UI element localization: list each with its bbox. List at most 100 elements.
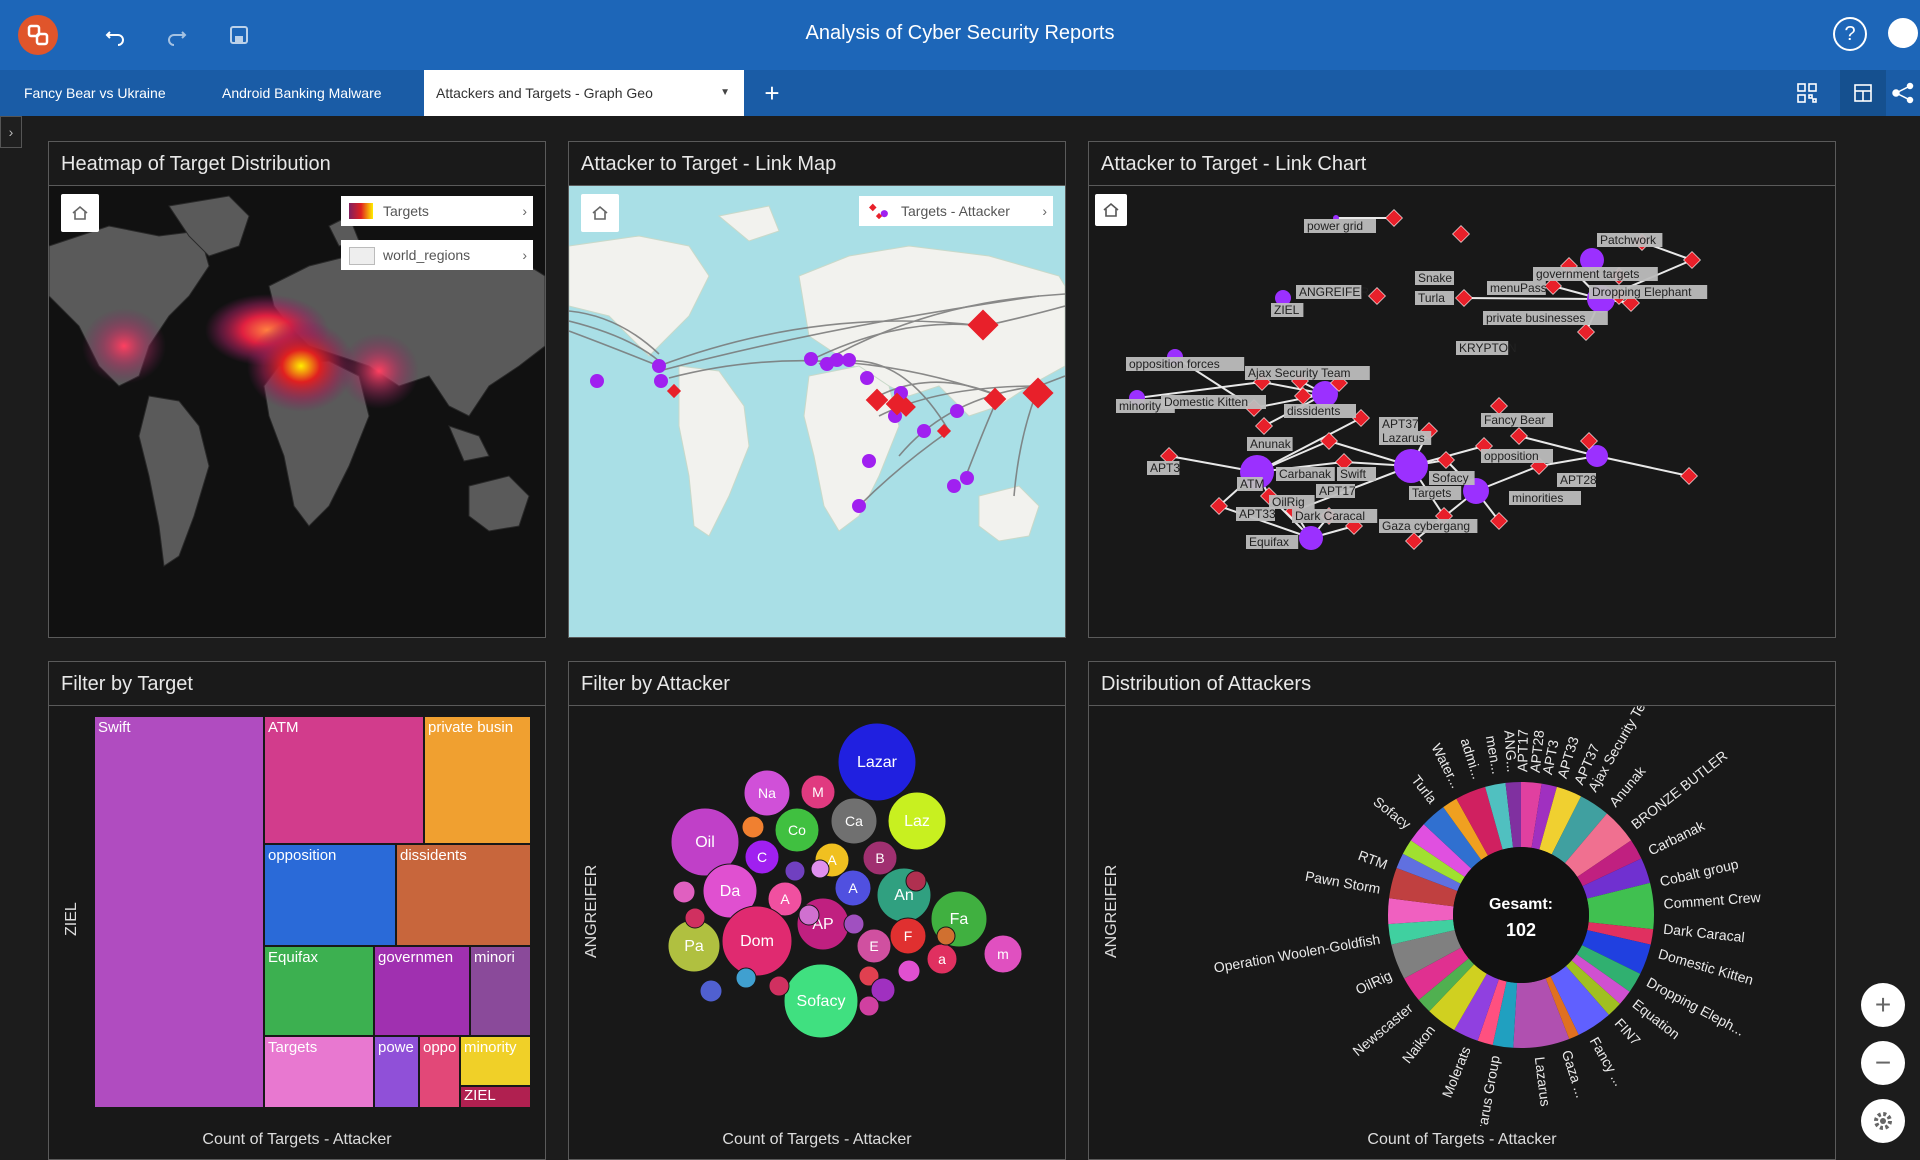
bubble[interactable] [767,881,803,917]
donut-chart[interactable]: ANGREIFER Ajax Security Team Anunak BRONZE… [1089,706,1835,1159]
user-avatar[interactable] [1888,18,1918,48]
target-node[interactable] [1294,387,1312,405]
donut-slice[interactable] [1564,813,1632,877]
treemap-cell[interactable]: dissidents [396,844,531,946]
donut-slice[interactable] [1551,796,1607,864]
attacker-node[interactable] [1312,381,1338,407]
treemap-cell[interactable]: Targets [264,1036,374,1108]
zoom-in-icon[interactable]: + [1861,983,1905,1027]
donut-slice[interactable] [1402,840,1465,884]
add-tab-icon[interactable]: + [764,78,780,108]
bubble[interactable] [800,774,836,810]
bubble[interactable] [721,905,793,977]
donut-slice[interactable] [1581,930,1651,974]
target-node[interactable] [1452,225,1470,243]
donut-slice[interactable] [1505,782,1521,848]
donut-slice[interactable] [1423,807,1482,869]
tab-android-banking[interactable]: Android Banking Malware [222,85,382,101]
bubble[interactable] [810,859,830,879]
target-node[interactable] [1455,289,1473,307]
bubble[interactable] [897,959,921,983]
attacker-node[interactable] [1275,290,1291,306]
donut-slice[interactable] [1429,964,1487,1030]
donut-slice[interactable] [1396,853,1461,891]
treemap-cell[interactable]: ATM [264,716,424,844]
donut-slice[interactable] [1513,978,1570,1048]
help-icon[interactable]: ? [1833,17,1867,51]
target-node[interactable] [1405,532,1423,550]
chevron-down-icon[interactable]: ▼ [720,87,730,98]
target-node[interactable] [1490,397,1508,415]
donut-slice[interactable] [1521,782,1542,848]
donut-slice[interactable] [1545,976,1579,1039]
donut-slice[interactable] [1587,922,1654,945]
target-node[interactable] [1544,277,1562,295]
bubble[interactable] [983,934,1023,974]
link-map[interactable]: Targets - Attacker › [569,186,1065,637]
bubble[interactable] [784,860,806,882]
layout-icon[interactable] [1840,70,1886,116]
settings-gear-icon[interactable] [1861,1099,1905,1143]
bubble[interactable] [830,797,878,845]
bubble[interactable] [684,907,706,929]
donut-slice[interactable] [1388,919,1455,945]
bubble[interactable] [783,963,859,1039]
donut-slice[interactable] [1404,947,1469,1000]
bubble[interactable] [741,815,765,839]
treemap-cell[interactable]: Swift [94,716,264,1108]
bubble[interactable] [856,928,892,964]
donut-slice[interactable] [1391,930,1462,979]
home-icon[interactable] [61,194,99,232]
target-node[interactable] [1210,497,1228,515]
bubble[interactable] [743,769,791,817]
target-node[interactable] [1490,512,1508,530]
donut-slice[interactable] [1456,786,1503,856]
bubble[interactable] [798,904,820,926]
donut-slice[interactable] [1410,824,1472,877]
attacker-node[interactable] [1580,248,1604,272]
treemap-cell[interactable]: governmen [374,946,470,1036]
target-node[interactable] [1437,451,1455,469]
bubble[interactable] [768,975,790,997]
donut-slice[interactable] [1565,960,1620,1015]
bubble[interactable] [887,791,947,851]
undo-icon[interactable] [102,22,128,48]
legend-world-regions[interactable]: world_regions › [341,240,533,270]
save-icon[interactable] [226,22,252,48]
bubble[interactable] [834,869,872,907]
home-icon[interactable] [1095,194,1127,226]
donut-slice[interactable] [1550,966,1609,1035]
target-node[interactable] [1352,409,1370,427]
donut-slice[interactable] [1388,898,1454,925]
treemap-cell[interactable]: minori [470,946,531,1036]
bubble[interactable] [870,977,896,1003]
bubble[interactable] [936,926,956,946]
target-node[interactable] [1160,447,1178,465]
donut-slice[interactable] [1418,958,1475,1012]
home-icon[interactable] [581,194,619,232]
bubble[interactable] [858,965,880,987]
attacker-node[interactable] [1586,445,1608,467]
graph-network-icon[interactable] [1886,70,1920,116]
bubble-chart[interactable]: ANGREIFER Lazar Na M Oil Co Ca Laz C A B Da A A An Fa P… [569,706,1065,1159]
donut-slice[interactable] [1485,782,1514,850]
donut-slice[interactable] [1477,979,1507,1045]
qr-grid-icon[interactable] [1784,70,1830,116]
bubble[interactable] [699,979,723,1003]
bubble[interactable] [837,722,917,802]
bubble[interactable] [905,870,927,892]
target-node[interactable] [1320,432,1338,450]
bubble[interactable] [843,913,865,935]
link-chart[interactable]: power grid Patchwork ANGREIFER Snake governm… [1089,186,1835,637]
heatmap-map[interactable]: Targets › world_regions › [49,186,545,637]
treemap-cell[interactable]: Equifax [264,946,374,1036]
treemap-cell[interactable]: opposition [264,844,396,946]
target-node[interactable] [1335,453,1353,471]
bubble[interactable] [672,880,696,904]
donut-slice[interactable] [1492,981,1518,1048]
zoom-out-icon[interactable]: − [1861,1041,1905,1085]
donut-slice[interactable] [1577,840,1642,887]
treemap-cell[interactable]: powe [374,1036,419,1108]
redo-icon[interactable] [164,22,190,48]
target-node[interactable] [1577,323,1595,341]
